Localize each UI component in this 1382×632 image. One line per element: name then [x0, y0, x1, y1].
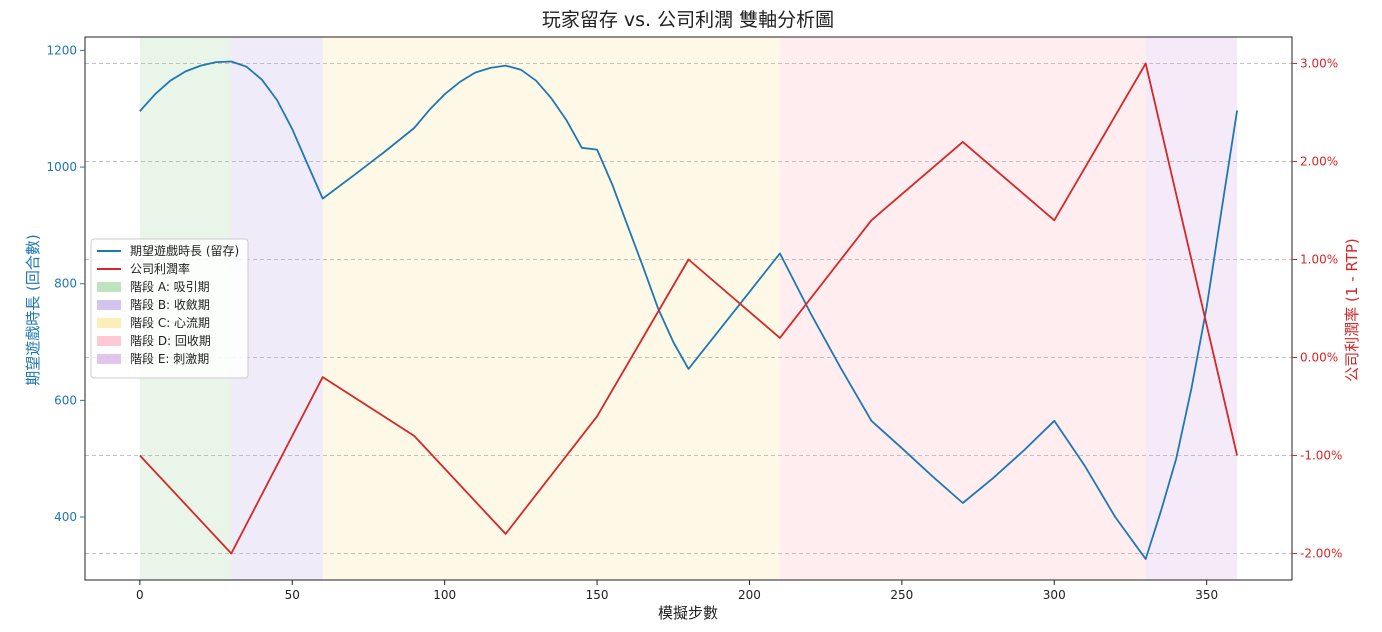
x-tick-label-2: 100	[433, 588, 456, 602]
x-tick-label-4: 200	[738, 588, 761, 602]
legend-label-phase-4: 階段 E: 刺激期	[130, 351, 209, 366]
legend-label-phase-1: 階段 B: 收斂期	[130, 297, 210, 312]
right-y-tick-label-1: -1.00%	[1300, 449, 1342, 463]
x-tick-label-5: 250	[890, 588, 913, 602]
x-axis-ticks: 0 50 100 150 200 250 300 350	[136, 580, 1218, 602]
plot-frame	[84, 36, 1293, 581]
legend-swatch-phase-1	[97, 300, 121, 310]
legend-box	[90, 238, 249, 379]
left-y-axis-ticks: 400 600 800 1000 1200	[46, 43, 85, 524]
x-tick-label-0: 0	[136, 588, 144, 602]
legend-label-series-0: 期望遊戲時長 (留存)	[130, 243, 239, 258]
x-tick-label-3: 150	[586, 588, 609, 602]
x-axis-label: 模擬步數	[658, 604, 718, 622]
series-lines	[139, 60, 1238, 560]
legend-swatch-phase-0	[97, 282, 121, 292]
x-tick-label-1: 50	[285, 588, 300, 602]
left-y-tick-label-0: 400	[54, 510, 77, 524]
legend-swatch-phase-2	[97, 318, 121, 328]
legend-label-series-1: 公司利潤率	[130, 261, 190, 276]
right-y-tick-label-4: 2.00%	[1300, 154, 1338, 168]
left-y-tick-label-3: 1000	[46, 160, 77, 174]
x-tick-label-7: 350	[1195, 588, 1218, 602]
legend-label-phase-0: 階段 A: 吸引期	[130, 279, 210, 294]
x-tick-label-6: 300	[1043, 588, 1066, 602]
legend-label-phase-3: 階段 D: 回收期	[130, 333, 211, 348]
left-y-tick-label-4: 1200	[46, 43, 77, 57]
chart-title: 玩家留存 vs. 公司利潤 雙軸分析圖	[542, 9, 834, 31]
right-y-tick-label-3: 1.00%	[1300, 252, 1338, 266]
left-y-tick-label-1: 600	[54, 393, 77, 407]
right-y-tick-label-0: -2.00%	[1300, 547, 1342, 561]
phase-band-3	[779, 37, 1146, 580]
left-y-tick-label-2: 800	[54, 277, 77, 291]
phase-band-2	[322, 37, 780, 580]
phase-bands	[139, 37, 1238, 580]
left-y-axis-label: 期望遊戲時長 (回合數)	[24, 234, 42, 385]
legend-swatch-phase-3	[97, 336, 121, 346]
right-y-tick-label-5: 3.00%	[1300, 56, 1338, 70]
right-y-axis-label: 公司利潤率 (1 - RTP)	[1343, 238, 1361, 382]
right-y-tick-label-2: 0.00%	[1300, 351, 1338, 365]
legend-label-phase-2: 階段 C: 心流期	[130, 315, 210, 330]
right-y-axis-ticks: -2.00% -1.00% 0.00% 1.00% 2.00% 3.00%	[1292, 56, 1342, 561]
series-line-retention	[139, 60, 1238, 560]
series-line-profit	[139, 62, 1238, 555]
legend-swatch-phase-4	[97, 354, 121, 364]
